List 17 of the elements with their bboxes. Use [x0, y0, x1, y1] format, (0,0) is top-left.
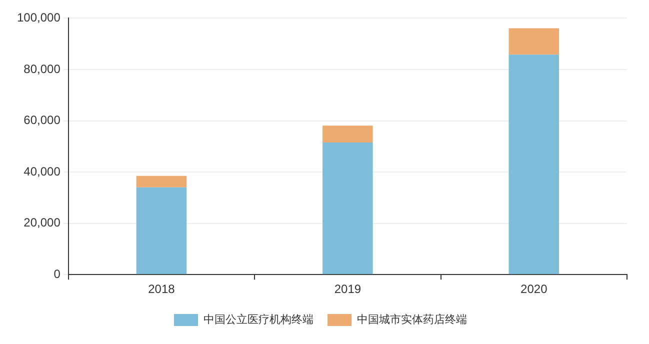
- x-tick-label: 2019: [334, 282, 362, 296]
- bar: [136, 187, 187, 274]
- y-tick-label: 20,000: [24, 216, 61, 230]
- y-tick-label: 80,000: [24, 62, 61, 76]
- bar: [322, 126, 373, 143]
- x-tick-label: 2020: [520, 282, 548, 296]
- y-tick-label: 0: [54, 266, 61, 281]
- legend-label: 中国城市实体药店终端: [357, 312, 467, 326]
- bar: [136, 176, 187, 188]
- bar: [322, 142, 373, 274]
- y-tick-label: 40,000: [24, 164, 61, 178]
- bar: [508, 28, 560, 55]
- bar: [508, 54, 560, 274]
- y-tick-label: 100,000: [16, 10, 61, 25]
- y-tick-label: 60,000: [24, 113, 61, 128]
- legend-label: 中国公立医疗机构终端: [204, 312, 314, 326]
- x-tick-label: 2018: [148, 282, 176, 296]
